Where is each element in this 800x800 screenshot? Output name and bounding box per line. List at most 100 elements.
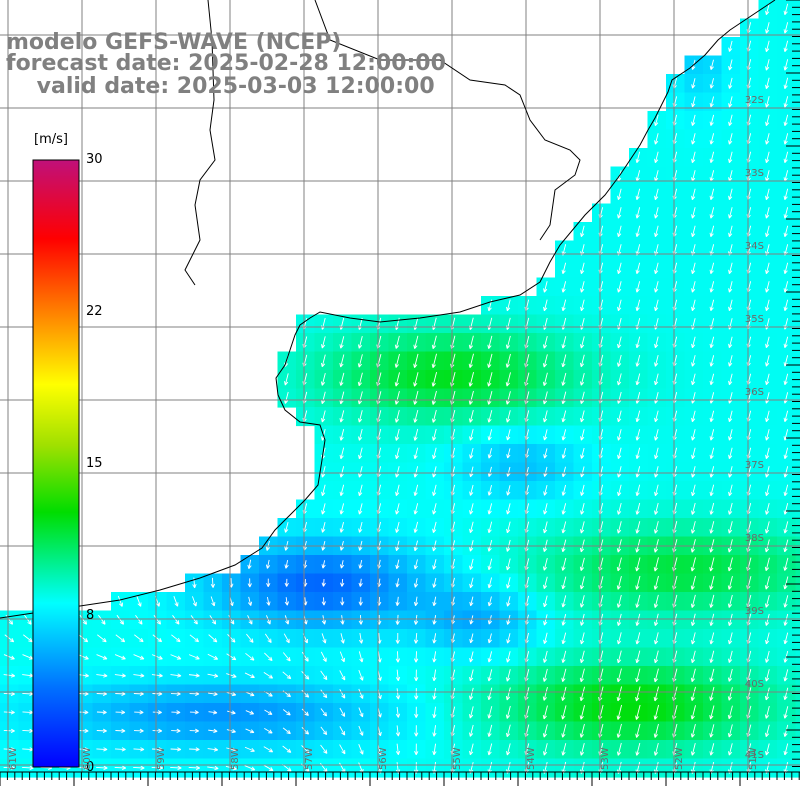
- wind-arrow: [506, 577, 511, 589]
- wind-arrow: [561, 521, 567, 534]
- wind-arrow: [579, 650, 585, 664]
- wind-arrow: [542, 558, 548, 571]
- wind-arrow: [561, 484, 567, 496]
- wind-arrow: [413, 335, 419, 349]
- wind-arrow: [783, 188, 789, 201]
- wind-speed-cell: [795, 499, 800, 519]
- wind-arrow: [114, 654, 126, 660]
- colorbar-tick: 15: [86, 456, 103, 471]
- wind-arrow: [561, 372, 567, 386]
- wind-arrow: [579, 557, 585, 571]
- wind-arrow: [690, 575, 696, 590]
- wind-arrow: [320, 372, 326, 386]
- wind-arrow: [358, 725, 364, 736]
- wind-arrow: [580, 429, 585, 441]
- wind-arrow: [728, 373, 733, 386]
- wind-arrow: [617, 466, 622, 478]
- wind-arrow: [728, 410, 733, 423]
- wind-arrow: [395, 725, 401, 737]
- wind-arrow: [616, 576, 622, 590]
- wind-arrow: [358, 707, 364, 718]
- wind-arrow: [728, 613, 733, 626]
- wind-arrow: [506, 429, 511, 441]
- lon-label: 60W: [82, 747, 93, 770]
- wind-arrow: [469, 558, 474, 570]
- wind-arrow: [152, 747, 163, 752]
- wind-arrow: [765, 613, 770, 626]
- wind-arrow: [783, 743, 789, 756]
- wind-arrow: [728, 502, 733, 515]
- wind-arrow: [765, 632, 770, 645]
- wind-arrow: [709, 502, 715, 515]
- wind-arrow: [561, 743, 567, 756]
- wind-arrow: [543, 448, 548, 459]
- wind-arrow: [635, 575, 641, 590]
- wind-arrow: [617, 632, 622, 645]
- wind-arrow: [765, 281, 770, 293]
- wind-arrow: [77, 673, 89, 678]
- wind-arrow: [616, 521, 622, 534]
- wind-arrow: [487, 485, 492, 496]
- wind-arrow: [395, 632, 400, 644]
- wind-arrow: [691, 336, 696, 349]
- wind-arrow: [727, 668, 733, 682]
- wind-arrow: [653, 704, 660, 720]
- wind-arrow: [617, 299, 622, 312]
- wind-speed-cell: [795, 703, 800, 723]
- wind-arrow: [617, 354, 622, 367]
- wind-arrow: [709, 59, 714, 71]
- colorbar-tick: 30: [86, 152, 103, 167]
- wind-arrow: [783, 724, 789, 737]
- wind-arrow: [654, 429, 659, 441]
- wind-arrow: [468, 335, 474, 350]
- wind-arrow: [469, 687, 474, 700]
- wind-arrow: [783, 207, 789, 219]
- wind-arrow: [543, 503, 548, 515]
- wind-speed-cell: [795, 55, 800, 75]
- wind-arrow: [340, 633, 345, 644]
- wind-arrow: [321, 410, 326, 423]
- wind-arrow: [709, 429, 715, 441]
- wind-arrow: [635, 151, 641, 164]
- wind-arrow: [22, 710, 34, 715]
- wind-arrow: [151, 654, 163, 660]
- wind-arrow: [783, 632, 789, 645]
- wind-arrow: [728, 225, 733, 238]
- wind-arrow: [580, 299, 585, 312]
- wind-arrow: [321, 522, 326, 533]
- wind-arrow: [77, 747, 89, 752]
- wind-arrow: [339, 670, 346, 681]
- wind-arrow: [506, 448, 511, 459]
- wind-arrow: [487, 596, 492, 607]
- wind-arrow: [263, 746, 274, 753]
- wind-arrow: [709, 207, 715, 219]
- wind-arrow: [395, 669, 401, 682]
- wind-arrow: [339, 466, 345, 478]
- wind-arrow: [469, 447, 474, 459]
- wind-arrow: [395, 428, 400, 441]
- border-line: [314, 0, 581, 241]
- wind-arrow: [728, 114, 733, 126]
- wind-arrow: [321, 503, 326, 515]
- wind-arrow: [635, 704, 641, 720]
- wind-arrow: [783, 133, 789, 145]
- wind-arrow: [635, 207, 641, 219]
- wind-arrow: [339, 372, 345, 386]
- wind-arrow: [691, 355, 696, 367]
- wind-arrow: [413, 633, 419, 644]
- wind-arrow: [617, 373, 622, 386]
- wind-arrow: [506, 596, 511, 607]
- wind-arrow: [783, 706, 789, 719]
- wind-arrow: [561, 668, 567, 682]
- wind-arrow: [579, 705, 585, 720]
- wind-arrow: [691, 225, 696, 238]
- wind-arrow: [783, 521, 789, 534]
- wind-arrow: [617, 225, 622, 238]
- wind-arrow: [561, 299, 567, 312]
- wind-arrow: [764, 687, 770, 701]
- wind-arrow: [727, 724, 733, 738]
- wind-arrow: [395, 466, 400, 478]
- wind-arrow: [283, 633, 290, 644]
- wind-arrow: [395, 503, 400, 515]
